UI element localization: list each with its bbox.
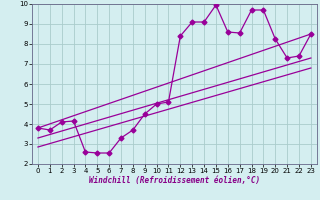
X-axis label: Windchill (Refroidissement éolien,°C): Windchill (Refroidissement éolien,°C): [89, 176, 260, 185]
